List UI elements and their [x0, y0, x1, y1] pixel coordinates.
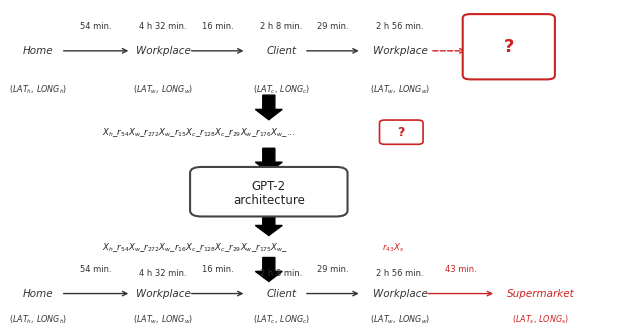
Polygon shape: [255, 148, 282, 172]
Text: 4 h 32 min.: 4 h 32 min.: [140, 269, 187, 278]
Text: $\mathit{(LAT_h,\,LONG_h)}$: $\mathit{(LAT_h,\,LONG_h)}$: [9, 84, 68, 96]
Polygon shape: [255, 257, 282, 281]
Text: $\mathit{X_h}$$\mathit{\_r_{54}}$$\mathit{X_w}$$\mathit{\_r_{272}}$$\mathit{X_w}: $\mathit{X_h}$$\mathit{\_r_{54}}$$\mathi…: [102, 127, 296, 139]
Polygon shape: [255, 95, 282, 120]
FancyBboxPatch shape: [380, 120, 423, 144]
Text: 16 min.: 16 min.: [202, 265, 234, 274]
Text: 29 min.: 29 min.: [317, 265, 349, 274]
Text: architecture: architecture: [233, 194, 305, 207]
Text: GPT-2: GPT-2: [252, 179, 286, 193]
Text: Home: Home: [23, 289, 54, 298]
Text: 54 min.: 54 min.: [80, 22, 112, 31]
Text: ?: ?: [504, 38, 514, 55]
Text: 29 min.: 29 min.: [317, 22, 349, 31]
FancyBboxPatch shape: [190, 167, 348, 216]
Text: 4 h 32 min.: 4 h 32 min.: [140, 22, 187, 31]
Text: ?: ?: [397, 126, 405, 139]
Text: 2 h 8 min.: 2 h 8 min.: [260, 22, 303, 31]
Text: $\mathit{(LAT_w,\,LONG_w)}$: $\mathit{(LAT_w,\,LONG_w)}$: [133, 84, 193, 96]
Text: 2 h 56 min.: 2 h 56 min.: [376, 22, 424, 31]
Text: $\mathit{(LAT_c,\,LONG_c)}$: $\mathit{(LAT_c,\,LONG_c)}$: [253, 314, 310, 326]
Text: Workplace: Workplace: [372, 289, 428, 298]
Text: 16 min.: 16 min.: [202, 22, 234, 31]
Text: Workplace: Workplace: [136, 289, 191, 298]
Text: $\mathit{(LAT_w,\,LONG_w)}$: $\mathit{(LAT_w,\,LONG_w)}$: [370, 314, 430, 326]
Text: 54 min.: 54 min.: [80, 265, 112, 274]
Text: 2 h 56 min.: 2 h 56 min.: [376, 269, 424, 278]
Text: $\mathit{(LAT_w,\,LONG_w)}$: $\mathit{(LAT_w,\,LONG_w)}$: [370, 84, 430, 96]
Text: $\mathit{r_{43}}$$\mathit{X_s}$: $\mathit{r_{43}}$$\mathit{X_s}$: [382, 241, 404, 254]
Text: $\mathit{(LAT_h,\,LONG_h)}$: $\mathit{(LAT_h,\,LONG_h)}$: [9, 314, 68, 326]
Text: $\mathit{(LAT_c,\,LONG_c)}$: $\mathit{(LAT_c,\,LONG_c)}$: [253, 84, 310, 96]
Text: Client: Client: [266, 289, 297, 298]
FancyBboxPatch shape: [463, 14, 555, 79]
Text: $\mathit{(LAT_s,\,LONG_s)}$: $\mathit{(LAT_s,\,LONG_s)}$: [512, 314, 570, 326]
Text: Supermarket: Supermarket: [507, 289, 575, 298]
Text: 2 h 8 min.: 2 h 8 min.: [260, 269, 303, 278]
Text: $\mathit{X_h}$$\mathit{\_r_{54}}$$\mathit{X_w}$$\mathit{\_r_{272}}$$\mathit{X_w}: $\mathit{X_h}$$\mathit{\_r_{54}}$$\mathi…: [102, 241, 289, 254]
Text: Client: Client: [266, 46, 297, 56]
Text: 43 min.: 43 min.: [445, 265, 477, 274]
Text: $\mathit{(LAT_w,\,LONG_w)}$: $\mathit{(LAT_w,\,LONG_w)}$: [133, 314, 193, 326]
Text: Home: Home: [23, 46, 54, 56]
Polygon shape: [255, 212, 282, 236]
Text: Workplace: Workplace: [136, 46, 191, 56]
Text: Workplace: Workplace: [372, 46, 428, 56]
